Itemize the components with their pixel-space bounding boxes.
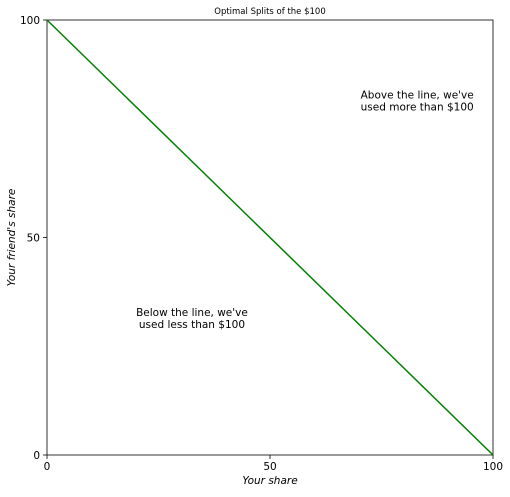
annotation-text: Below the line, we've used less than $100 [136, 307, 248, 331]
series-layer [47, 20, 493, 455]
annotation-line: Below the line, we've [136, 307, 248, 319]
chart-title: Optimal Splits of the $100 [214, 7, 326, 17]
y-tick-label: 50 [27, 233, 40, 245]
annotation-line: used more than $100 [361, 101, 474, 113]
annotation-line: Above the line, we've [361, 89, 474, 101]
x-axis: 0 50 100 [44, 455, 503, 473]
x-tick-label: 100 [483, 461, 503, 473]
series-line [47, 20, 493, 455]
plot-area: Above the line, we've used more than $100… [47, 20, 493, 455]
annotation-text: Above the line, we've used more than $100 [361, 89, 474, 113]
y-axis-label: Your friend's share [6, 189, 18, 287]
y-axis: 0 50 100 [20, 15, 47, 462]
annotation-layer: Above the line, we've used more than $100… [136, 89, 474, 331]
x-axis-label: Your share [242, 475, 297, 487]
x-tick-label: 0 [44, 461, 51, 473]
y-tick-label: 100 [20, 15, 40, 27]
annotation-line: used less than $100 [139, 319, 245, 331]
y-tick-label: 0 [33, 450, 40, 462]
x-tick-label: 50 [263, 461, 276, 473]
